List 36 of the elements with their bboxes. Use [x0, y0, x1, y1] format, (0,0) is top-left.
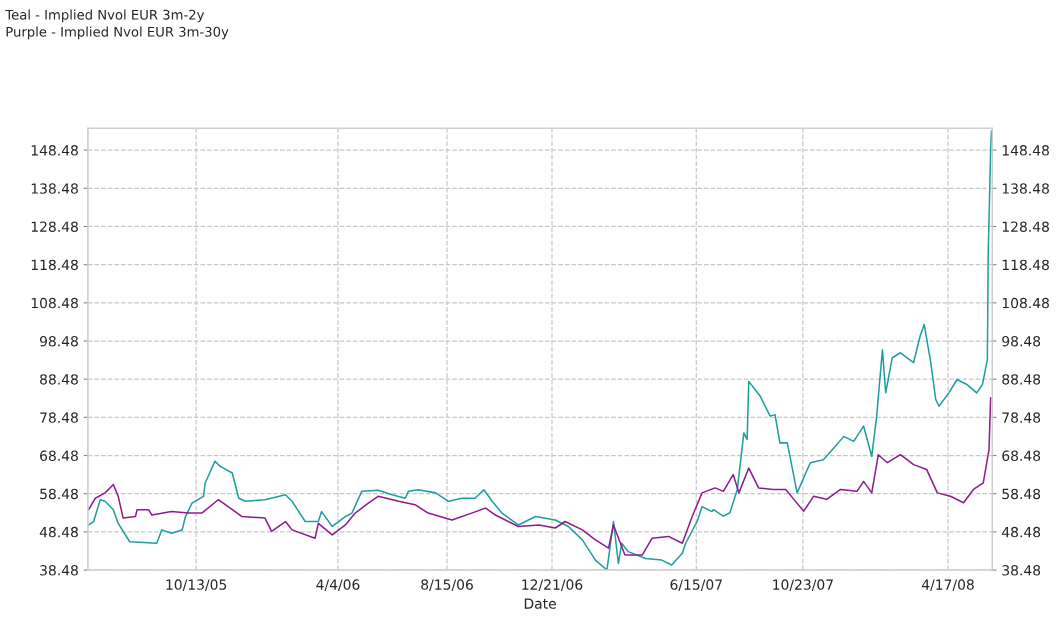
chart-title: Teal - Implied Nvol EUR 3m-2y	[5, 9, 205, 23]
y-tick-label: 68.48	[40, 450, 78, 462]
chart-subtitle: Purple - Implied Nvol EUR 3m-30y	[6, 26, 229, 40]
x-tick-label: 8/15/06	[421, 579, 473, 591]
y-tick-label: 38.48	[40, 565, 78, 576]
y2-tick-label: 98.48	[1002, 335, 1041, 347]
x-tick-label: 4/17/08	[921, 579, 974, 591]
y2-tick-label: 138.48	[1002, 183, 1049, 194]
y2-tick-label: 58.48	[1002, 488, 1041, 500]
line-series	[87, 130, 993, 571]
y2-tick-label: 48.48	[1001, 526, 1041, 538]
y2-tick-label: 78.48	[1002, 412, 1041, 423]
y-tick-label: 58.48	[40, 488, 78, 500]
y2-tick-label: 68.48	[1002, 450, 1041, 462]
y-tick-label: 78.48	[40, 412, 78, 423]
y2-tick-label: 118.48	[1002, 259, 1049, 271]
y-tick-label: 48.48	[39, 526, 78, 538]
x-tick-label: 12/21/06	[522, 579, 583, 591]
y2-tick-label: 88.48	[1002, 374, 1041, 385]
x-tick-label: 10/13/05	[166, 579, 227, 591]
y-tick-label: 118.48	[31, 259, 78, 271]
x-tick-label: 6/15/07	[670, 579, 722, 591]
x-tick-label: 10/23/07	[773, 579, 833, 591]
y-tick-label: 138.48	[31, 183, 78, 194]
line-series	[87, 397, 992, 556]
x-tick-label: 4/4/06	[316, 579, 360, 591]
y-tick-label: 108.48	[31, 297, 78, 309]
y-tick-label: 88.48	[40, 374, 78, 385]
y-tick-label: 98.48	[39, 335, 78, 347]
x-axis-title: Date	[524, 598, 556, 609]
y2-tick-label: 108.48	[1002, 297, 1049, 309]
y2-tick-label: 148.48	[1002, 145, 1049, 156]
y-tick-label: 148.48	[31, 145, 78, 156]
y2-tick-label: 38.48	[1002, 565, 1041, 576]
y2-tick-label: 128.48	[1002, 221, 1049, 232]
y-tick-label: 128.48	[31, 221, 78, 232]
